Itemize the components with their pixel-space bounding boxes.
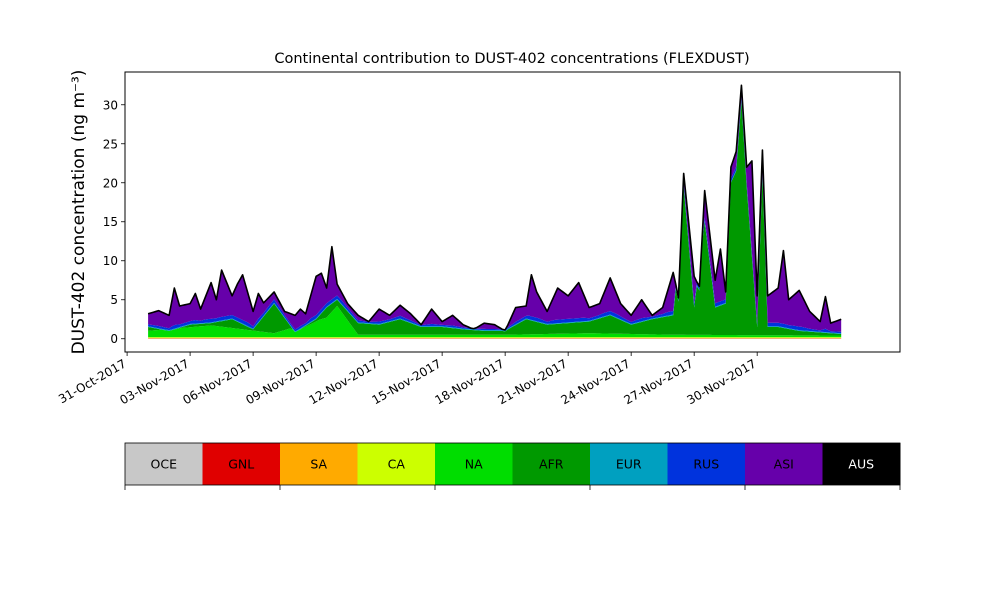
y-tick-label: 15 xyxy=(103,215,118,229)
legend-swatch-asi xyxy=(745,443,823,485)
x-tick-label: 15-Nov-2017 xyxy=(369,356,443,407)
legend-label: EUR xyxy=(616,457,642,472)
x-tick-label: 30-Nov-2017 xyxy=(684,356,758,407)
area-series-na xyxy=(148,305,842,338)
legend-swatch-sa xyxy=(280,443,358,485)
x-tick-label: 18-Nov-2017 xyxy=(432,356,506,407)
legend-label: AFR xyxy=(539,457,564,472)
legend-label: ASI xyxy=(774,457,794,472)
legend-swatch-ca xyxy=(357,443,436,485)
y-axis: 0 5 10 15 20 25 30 xyxy=(103,98,125,346)
x-tick-label: 09-Nov-2017 xyxy=(243,356,317,407)
y-tick-label: 30 xyxy=(103,98,118,112)
y-tick-label: 20 xyxy=(103,176,118,190)
legend-swatch-rus xyxy=(667,443,746,485)
legend-frame xyxy=(124,442,901,486)
plot-frame xyxy=(124,71,901,353)
legend-swatch-aus xyxy=(822,443,901,485)
legend-label: AUS xyxy=(848,457,874,472)
x-tick-label: 27-Nov-2017 xyxy=(621,356,695,407)
area-series-asi xyxy=(148,85,842,332)
x-tick-label: 24-Nov-2017 xyxy=(558,356,632,407)
chart-title: Continental contribution to DUST-402 con… xyxy=(274,51,749,67)
y-axis-label: DUST-402 concentration (ng m⁻³) xyxy=(69,70,89,355)
area-series-ca xyxy=(148,337,842,338)
legend-label: GNL xyxy=(228,457,254,472)
y-tick-label: 5 xyxy=(110,293,118,307)
legend-label: NA xyxy=(465,457,483,472)
y-tick-label: 10 xyxy=(103,254,118,268)
x-axis: 31-Oct-201703-Nov-201706-Nov-201709-Nov-… xyxy=(56,352,759,407)
legend-swatch-afr xyxy=(512,443,591,485)
legend-label: SA xyxy=(310,457,327,472)
x-tick-label: 12-Nov-2017 xyxy=(306,356,380,407)
legend: OCE GNL SA CA NA AFR EUR RUS ASI AUS xyxy=(124,442,901,490)
x-tick-label: 31-Oct-2017 xyxy=(56,356,128,406)
x-tick-label: 03-Nov-2017 xyxy=(117,356,191,407)
legend-label: RUS xyxy=(693,457,719,472)
legend-swatch-na xyxy=(435,443,513,485)
legend-label: CA xyxy=(388,457,406,472)
y-tick-label: 25 xyxy=(103,137,118,151)
y-tick-label: 0 xyxy=(110,332,118,346)
legend-swatch-gnl xyxy=(202,443,281,485)
legend-swatch-oce xyxy=(125,443,203,485)
x-tick-label: 06-Nov-2017 xyxy=(180,356,254,407)
legend-label: OCE xyxy=(151,457,178,472)
plot-area xyxy=(147,84,842,339)
legend-swatch-eur xyxy=(590,443,668,485)
x-tick-label: 21-Nov-2017 xyxy=(495,356,569,407)
total-outline-line xyxy=(147,84,842,331)
